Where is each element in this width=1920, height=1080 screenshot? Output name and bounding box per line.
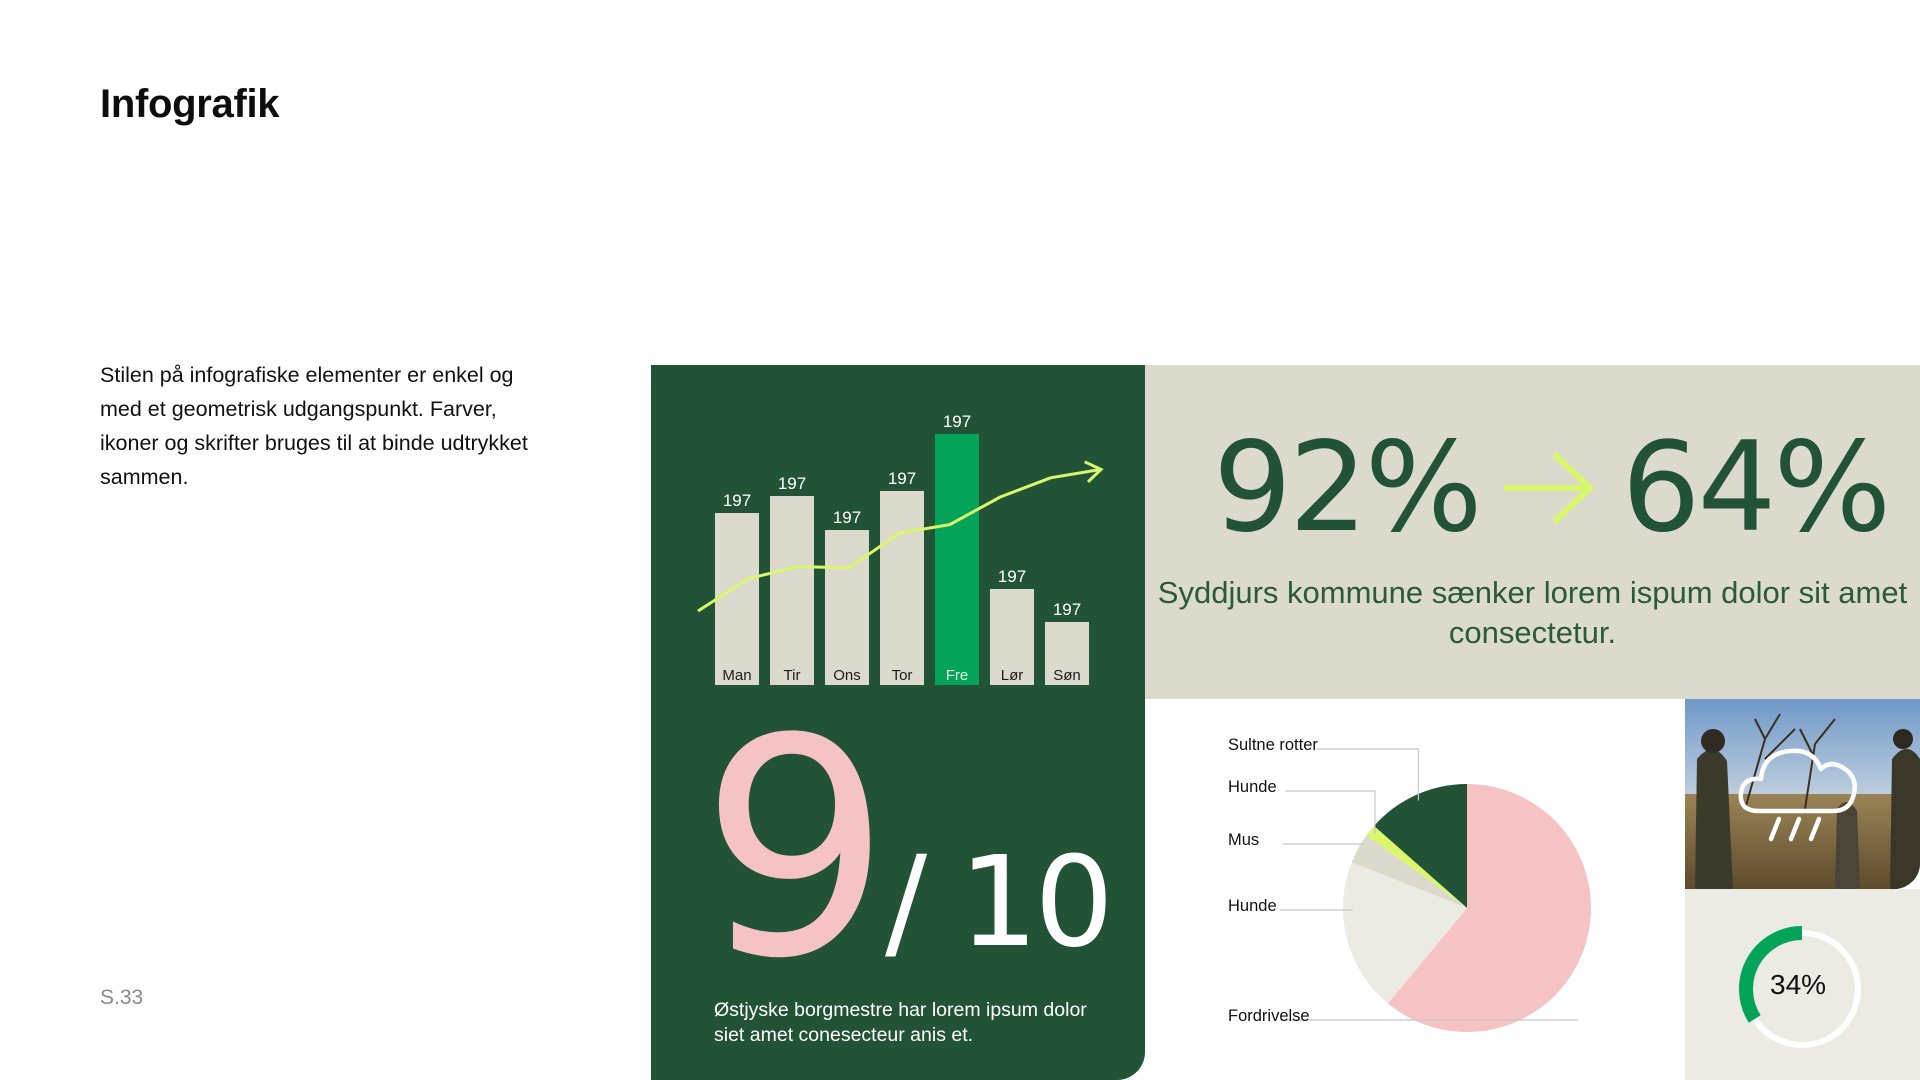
bar-value-label: 197 [1053, 600, 1081, 619]
bar-Tir [770, 496, 814, 685]
pie-label-hunde-1: Hunde [1228, 778, 1277, 796]
change-caption: Syddjurs kommune sænker lorem ispum dolo… [1157, 575, 1908, 650]
bar-value-label: 197 [833, 508, 861, 527]
bar-Fre [935, 434, 979, 685]
pie-slice [1366, 825, 1467, 908]
score-caption: Østjyske borgmestre har lorem ipsum dolo… [714, 999, 1087, 1046]
pie-label-hunde-2: Hunde [1228, 897, 1277, 915]
pie-label-mus: Mus [1228, 831, 1260, 849]
bar-Man [715, 513, 759, 685]
percentage-from: 92% [1213, 416, 1483, 560]
bar-Søn [1045, 622, 1089, 685]
pie-leader-line [1285, 790, 1376, 835]
pie-slice [1351, 835, 1467, 908]
bar-Tor [880, 491, 924, 685]
intro-text: Stilen på infografiske elementer er enke… [100, 363, 528, 489]
pie-label-fordrivelse: Fordrivelse [1228, 1007, 1310, 1025]
bar-category-label: Tir [784, 667, 801, 684]
bar-category-label: Lør [1001, 667, 1024, 684]
ring-gauge-label: 34% [1770, 969, 1827, 1000]
pie-slice [1387, 784, 1591, 1032]
bar-chart: 197 Man 197 Tir 197 Ons 197 Tor 197 Fre 197 Lør 197 S… [697, 412, 1104, 685]
score-number: 9 [700, 675, 891, 1024]
score-denominator: / 10 [885, 830, 1114, 975]
percentage-to: 64% [1621, 416, 1892, 560]
bar-Ons [825, 530, 869, 685]
percentage-change: 92% 64% [1213, 416, 1892, 560]
page-title: Infografik [100, 82, 280, 126]
trend-arrow-head [1084, 460, 1104, 483]
page-number: S.33 [100, 986, 144, 1009]
pie-slice [1343, 862, 1467, 1004]
bar-value-label: 197 [888, 469, 916, 488]
photo-panel [1685, 699, 1920, 889]
bar-category-label: Man [722, 667, 751, 684]
ring-panel [1685, 889, 1920, 1080]
bar-category-label: Fre [946, 667, 969, 684]
green-panel [651, 365, 1145, 1080]
pie-chart [1280, 748, 1591, 1032]
trend-line [697, 467, 1102, 613]
bar-category-label: Søn [1053, 667, 1081, 684]
bar-value-label: 197 [723, 491, 751, 510]
ring-gauge [1739, 926, 1861, 1048]
pie-label-sultne-rotter: Sultne rotter [1228, 736, 1318, 754]
bar-value-label: 197 [943, 412, 971, 431]
bar-category-label: Tor [892, 667, 913, 684]
arrow-right-icon [1503, 452, 1594, 524]
pie-slice [1373, 784, 1467, 908]
rain-cloud-icon [1738, 748, 1857, 842]
bar-Lør [990, 589, 1034, 685]
bar-category-label: Ons [833, 667, 861, 684]
bar-value-label: 197 [778, 474, 806, 493]
pie-leader-line [1317, 748, 1420, 801]
beige-panel [1145, 365, 1920, 699]
ring-progress [1739, 926, 1803, 1023]
bar-value-label: 197 [998, 567, 1026, 586]
